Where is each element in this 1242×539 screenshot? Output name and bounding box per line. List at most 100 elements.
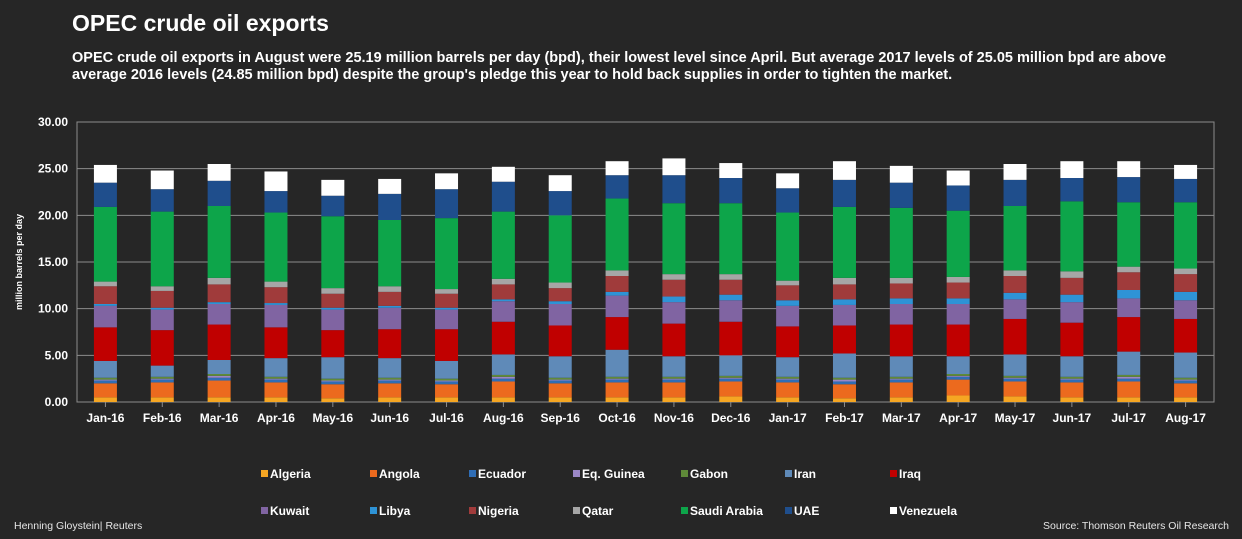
bar-segment-eq-guinea (776, 378, 800, 380)
bar-segment-kuwait (1174, 300, 1198, 319)
bar-segment-algeria (264, 397, 288, 402)
bar-segment-libya (946, 298, 970, 304)
bar-segment-venezuela (832, 161, 856, 180)
bar-segment-qatar (1060, 271, 1084, 278)
bar-segment-nigeria (889, 283, 913, 299)
bar-segment-ecuador (832, 381, 856, 385)
legend-swatch (681, 470, 688, 477)
bar-segment-gabon (946, 374, 970, 376)
bar-segment-iraq (1060, 322, 1084, 357)
bar-segment-gabon (1060, 376, 1084, 379)
bar-segment-iraq (1003, 318, 1027, 355)
legend-label: Gabon (690, 467, 728, 481)
x-tick-label: Nov-16 (654, 411, 694, 425)
bar-segment-iran (93, 360, 117, 378)
bar-segment-saudi-arabia (776, 212, 800, 281)
bar-segment-iraq (150, 330, 174, 366)
bar-segment-angola (889, 382, 913, 398)
bar-segment-eq-guinea (321, 380, 345, 382)
bar-segment-ecuador (719, 378, 743, 382)
chart-title: OPEC crude oil exports (72, 10, 329, 36)
bar-segment-angola (93, 383, 117, 398)
bar-segment-nigeria (435, 293, 459, 308)
bar-segment-kuwait (93, 305, 117, 328)
bar-segment-gabon (1174, 377, 1198, 380)
bar-segment-qatar (93, 281, 117, 287)
y-tick-label: 20.00 (38, 208, 68, 222)
bar-segment-venezuela (946, 170, 970, 186)
bar-segment-qatar (1003, 270, 1027, 276)
bar-segment-saudi-arabia (378, 220, 402, 287)
bar-segment-angola (1003, 381, 1027, 397)
bar-segment-gabon (1117, 374, 1141, 377)
bar-segment-kuwait (832, 304, 856, 326)
legend-label: Algeria (270, 467, 311, 481)
bar-segment-ecuador (662, 379, 686, 383)
bar-segment-saudi-arabia (1117, 202, 1141, 267)
bar-segment-qatar (1174, 268, 1198, 275)
x-tick-label: Aug-17 (1165, 411, 1206, 425)
bar-segment-saudi-arabia (207, 206, 231, 278)
bar-segment-eq-guinea (150, 378, 174, 380)
bar-segment-nigeria (264, 287, 288, 304)
bar-segment-uae (435, 189, 459, 219)
bar-segment-gabon (150, 376, 174, 379)
bar-segment-qatar (889, 277, 913, 284)
bar-segment-uae (378, 193, 402, 220)
bar-segment-eq-guinea (1117, 376, 1141, 379)
bar-segment-libya (548, 301, 572, 304)
bar-segment-kuwait (264, 304, 288, 328)
bar-segment-gabon (378, 377, 402, 380)
bar-segment-qatar (264, 281, 288, 288)
bar-segment-ecuador (605, 379, 629, 383)
bar-segment-ecuador (889, 379, 913, 383)
bar-segment-iraq (832, 325, 856, 354)
legend-swatch (469, 470, 476, 477)
bar-segment-uae (605, 175, 629, 199)
bar-segment-angola (548, 383, 572, 398)
bar-segment-saudi-arabia (662, 203, 686, 275)
bar-segment-ecuador (150, 379, 174, 383)
legend-label: Angola (379, 467, 420, 481)
x-tick-label: Jan-16 (86, 411, 124, 425)
bar-segment-libya (719, 294, 743, 301)
bar-segment-eq-guinea (946, 375, 970, 377)
bar-segment-venezuela (1174, 164, 1198, 179)
bar-segment-angola (946, 379, 970, 396)
bar-segment-libya (150, 307, 174, 310)
bar-segment-eq-guinea (662, 378, 686, 380)
bar-segment-venezuela (605, 161, 629, 176)
x-tick-label: Jun-17 (1053, 411, 1092, 425)
legend-label: Saudi Arabia (690, 504, 763, 518)
bar-segment-angola (662, 382, 686, 398)
bar-segment-iran (548, 356, 572, 378)
bar-segment-gabon (93, 377, 117, 380)
bar-segment-iran (1117, 351, 1141, 375)
bar-segment-uae (662, 175, 686, 204)
bar-segment-eq-guinea (207, 375, 231, 378)
bar-segment-nigeria (662, 279, 686, 297)
bar-segment-iran (264, 358, 288, 377)
bar-segment-saudi-arabia (150, 211, 174, 287)
bar-segment-venezuela (321, 179, 345, 196)
x-tick-label: Dec-16 (711, 411, 751, 425)
bar-segment-saudi-arabia (832, 206, 856, 278)
bar-segment-saudi-arabia (1003, 206, 1027, 271)
bar-segment-angola (776, 382, 800, 398)
bar-segment-nigeria (548, 288, 572, 302)
bar-segment-eq-guinea (548, 379, 572, 381)
y-tick-label: 0.00 (45, 395, 69, 409)
bar-segment-ecuador (1060, 379, 1084, 383)
y-tick-label: 15.00 (38, 255, 68, 269)
bar-segment-iraq (946, 324, 970, 357)
bar-segment-libya (264, 303, 288, 305)
bar-segment-kuwait (435, 309, 459, 330)
bar-segment-iraq (264, 327, 288, 359)
bar-segment-nigeria (719, 279, 743, 295)
bar-segment-iran (776, 357, 800, 377)
bar-segment-ecuador (321, 381, 345, 385)
legend-label: Libya (379, 504, 411, 518)
x-tick-label: Apr-17 (939, 411, 977, 425)
y-tick-label: 25.00 (38, 162, 68, 176)
